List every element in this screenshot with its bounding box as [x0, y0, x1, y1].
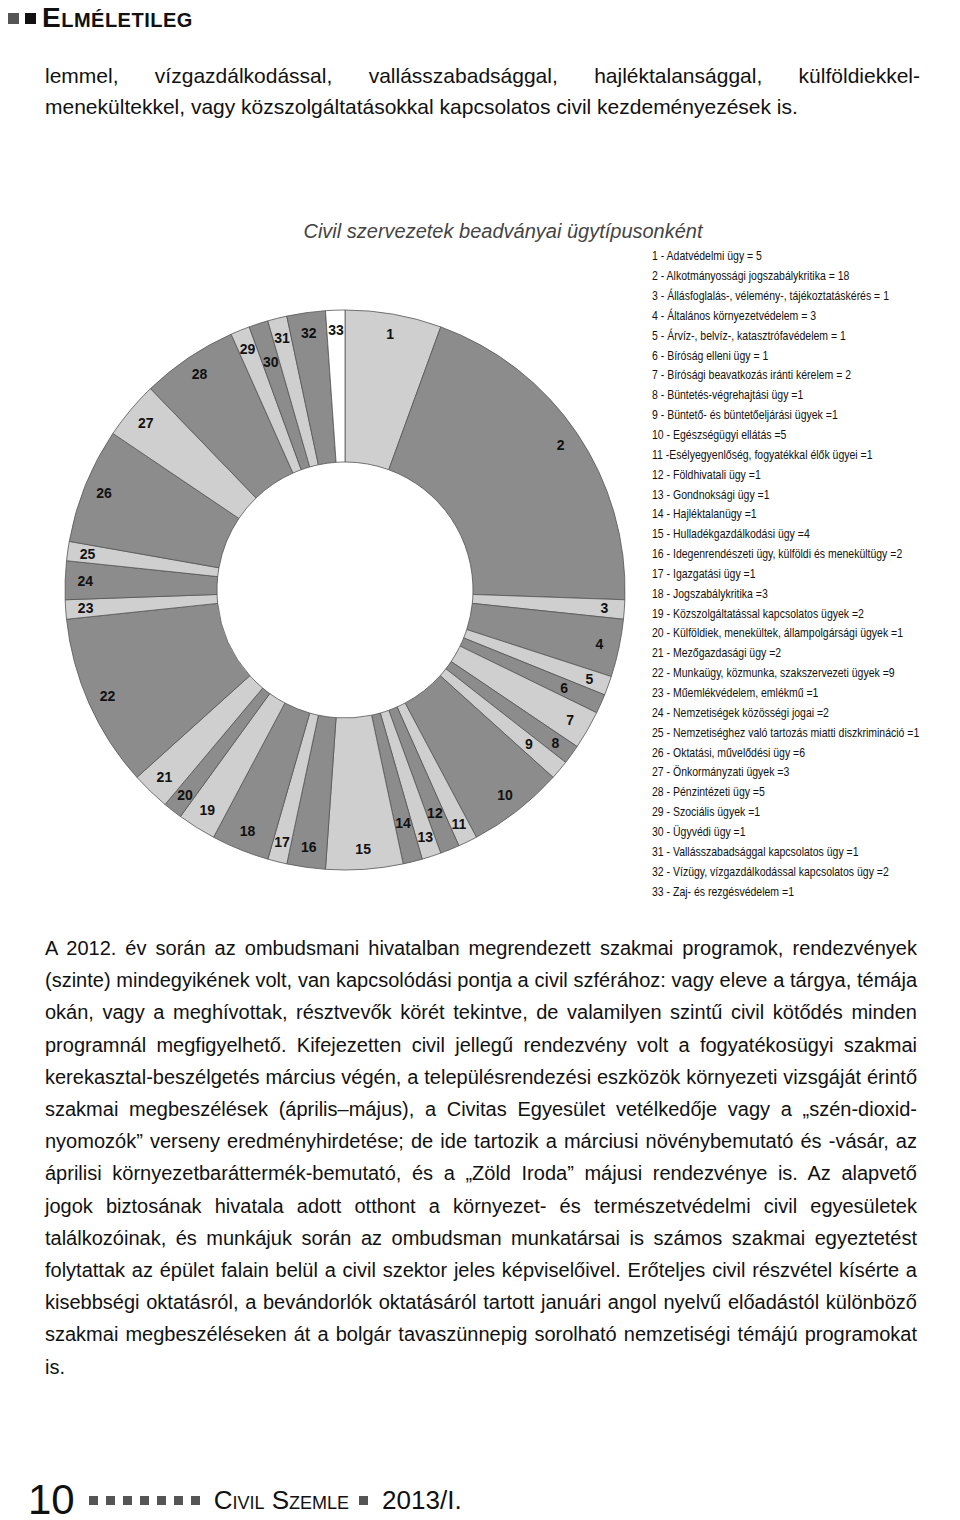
svg-text:21 - Mezőgazdasági ügy =2: 21 - Mezőgazdasági ügy =2: [652, 647, 781, 660]
svg-text:31: 31: [274, 330, 290, 346]
svg-text:8 - Büntetés-végrehajtási ügy: 8 - Büntetés-végrehajtási ügy =1: [652, 388, 803, 401]
svg-text:32 - Vízügy, vízgazdálkodással: 32 - Vízügy, vízgazdálkodással kapcsolat…: [652, 865, 889, 878]
svg-text:5 - Árvíz-, belvíz-, katasztró: 5 - Árvíz-, belvíz-, katasztrófavédelem …: [652, 329, 846, 342]
svg-text:2 - Alkotmányossági jogszabály: 2 - Alkotmányossági jogszabálykritika = …: [652, 269, 849, 282]
svg-text:10 - Egészségügyi ellátás =5: 10 - Egészségügyi ellátás =5: [652, 428, 786, 441]
svg-text:22: 22: [100, 688, 116, 704]
svg-text:12 - Földhivatali ügy =1: 12 - Földhivatali ügy =1: [652, 468, 761, 481]
html-text:lemmel, vízgazdálkodással, val: lemmel, vízgazdálkodással, vallásszabads…: [45, 64, 920, 118]
svg-text:14: 14: [395, 815, 411, 831]
svg-text:24 - Nemzetiségek közösségi jo: 24 - Nemzetiségek közösségi jogai =2: [652, 706, 829, 719]
svg-text:2: 2: [557, 437, 565, 453]
svg-text:7: 7: [566, 712, 574, 728]
svg-text:12: 12: [427, 805, 443, 821]
svg-text:30: 30: [263, 354, 279, 370]
svg-text:16: 16: [301, 839, 317, 855]
svg-text:4: 4: [595, 636, 603, 652]
svg-text:32: 32: [301, 325, 317, 341]
svg-text:7 - Bírósági beavatkozás iránt: 7 - Bírósági beavatkozás iránti kérelem …: [652, 369, 851, 382]
svg-text:20: 20: [177, 787, 193, 803]
svg-text:9 - Büntető- és büntetőeljárás: 9 - Büntető- és büntetőeljárási ügyek =1: [652, 408, 838, 421]
svg-text:33 - Zaj- és rezgésvédelem =1: 33 - Zaj- és rezgésvédelem =1: [652, 885, 794, 898]
svg-text:26 - Oktatási, művelődési ügy: 26 - Oktatási, művelődési ügy =6: [652, 746, 805, 759]
svg-text:25 - Nemzetiséghez való tartoz: 25 - Nemzetiséghez való tartozás miatti …: [652, 726, 919, 739]
svg-text:11: 11: [452, 816, 467, 832]
svg-text:6: 6: [560, 680, 568, 696]
svg-text:17 - Igazgatási ügy =1: 17 - Igazgatási ügy =1: [652, 567, 756, 580]
svg-text:28 - Pénzintézeti ügy =5: 28 - Pénzintézeti ügy =5: [652, 785, 765, 798]
svg-text:13: 13: [418, 829, 434, 845]
svg-text:15: 15: [355, 841, 371, 857]
svg-text:27 - Önkormányzati ügyek =3: 27 - Önkormányzati ügyek =3: [652, 766, 789, 779]
svg-text:30 - Ügyvédi ügy =1: 30 - Ügyvédi ügy =1: [652, 825, 746, 838]
svg-text:17: 17: [274, 834, 290, 850]
svg-text:18: 18: [240, 823, 256, 839]
svg-text:29: 29: [240, 341, 256, 357]
svg-text:6 - Bíróság elleni ügy = 1: 6 - Bíróság elleni ügy = 1: [652, 349, 768, 362]
svg-text:8: 8: [551, 735, 559, 751]
svg-text:18 - Jogszabálykritika =3: 18 - Jogszabálykritika =3: [652, 587, 768, 600]
svg-text:14 - Hajléktalanügy =1: 14 - Hajléktalanügy =1: [652, 508, 757, 521]
svg-text:3: 3: [600, 600, 608, 616]
html-text:2013/I.: 2013/I.: [382, 1484, 462, 1515]
html-text:Elméletileg: Elméletileg: [42, 2, 193, 33]
svg-text:24: 24: [77, 573, 93, 589]
svg-text:33: 33: [328, 322, 344, 338]
svg-text:27: 27: [138, 415, 154, 431]
svg-text:26: 26: [96, 485, 112, 501]
svg-text:28: 28: [192, 366, 208, 382]
svg-text:20 - Külföldiek, menekültek, á: 20 - Külföldiek, menekültek, állampolgár…: [652, 627, 903, 640]
svg-text:22 - Munkaügy, közmunka, szaks: 22 - Munkaügy, közmunka, szakszervezeti …: [652, 666, 895, 679]
svg-text:15 - Hulladékgazdálkodási ügy: 15 - Hulladékgazdálkodási ügy =4: [652, 527, 810, 540]
svg-text:4 - Általános környezetvédelem: 4 - Általános környezetvédelem = 3: [652, 309, 816, 322]
svg-text:19 - Közszolgáltatással kapcso: 19 - Közszolgáltatással kapcsolatos ügye…: [652, 607, 864, 620]
svg-text:13 - Gondnoksági ügy =1: 13 - Gondnoksági ügy =1: [652, 488, 770, 501]
svg-text:29 - Szociális ügyek =1: 29 - Szociális ügyek =1: [652, 805, 760, 818]
svg-text:11 -Esélyegyenlőség, fogyatékk: 11 -Esélyegyenlőség, fogyatékkal élők üg…: [652, 448, 873, 461]
svg-text:16 - Idegenrendészeti ügy, kül: 16 - Idegenrendészeti ügy, külföldi és m…: [652, 547, 902, 560]
svg-text:5: 5: [585, 671, 593, 687]
svg-text:Civil szervezetek beadványai ü: Civil szervezetek beadványai ügytípusonk…: [303, 220, 704, 242]
svg-text:1 - Adatvédelmi ügy = 5: 1 - Adatvédelmi ügy = 5: [652, 250, 762, 263]
svg-text:23 - Műemlékvédelem, emlékmű =: 23 - Műemlékvédelem, emlékmű =1: [652, 686, 818, 699]
svg-text:25: 25: [80, 546, 96, 562]
html-text:A 2012. év során az ombudsmani: A 2012. év során az ombudsmani hivatalba…: [45, 937, 917, 1378]
svg-text:31 - Vallásszabadsággal kapcso: 31 - Vallásszabadsággal kapcsolatos ügy …: [652, 845, 859, 858]
svg-text:23: 23: [78, 600, 94, 616]
svg-text:1: 1: [386, 326, 394, 342]
svg-text:3 - Állásfoglalás-, vélemény-,: 3 - Állásfoglalás-, vélemény-, tájékozta…: [652, 289, 889, 302]
svg-text:9: 9: [525, 736, 533, 752]
svg-text:19: 19: [199, 802, 215, 818]
html-text:Civil Szemle: Civil Szemle: [213, 1484, 350, 1515]
svg-text:21: 21: [157, 769, 173, 785]
svg-text:10: 10: [497, 787, 513, 803]
